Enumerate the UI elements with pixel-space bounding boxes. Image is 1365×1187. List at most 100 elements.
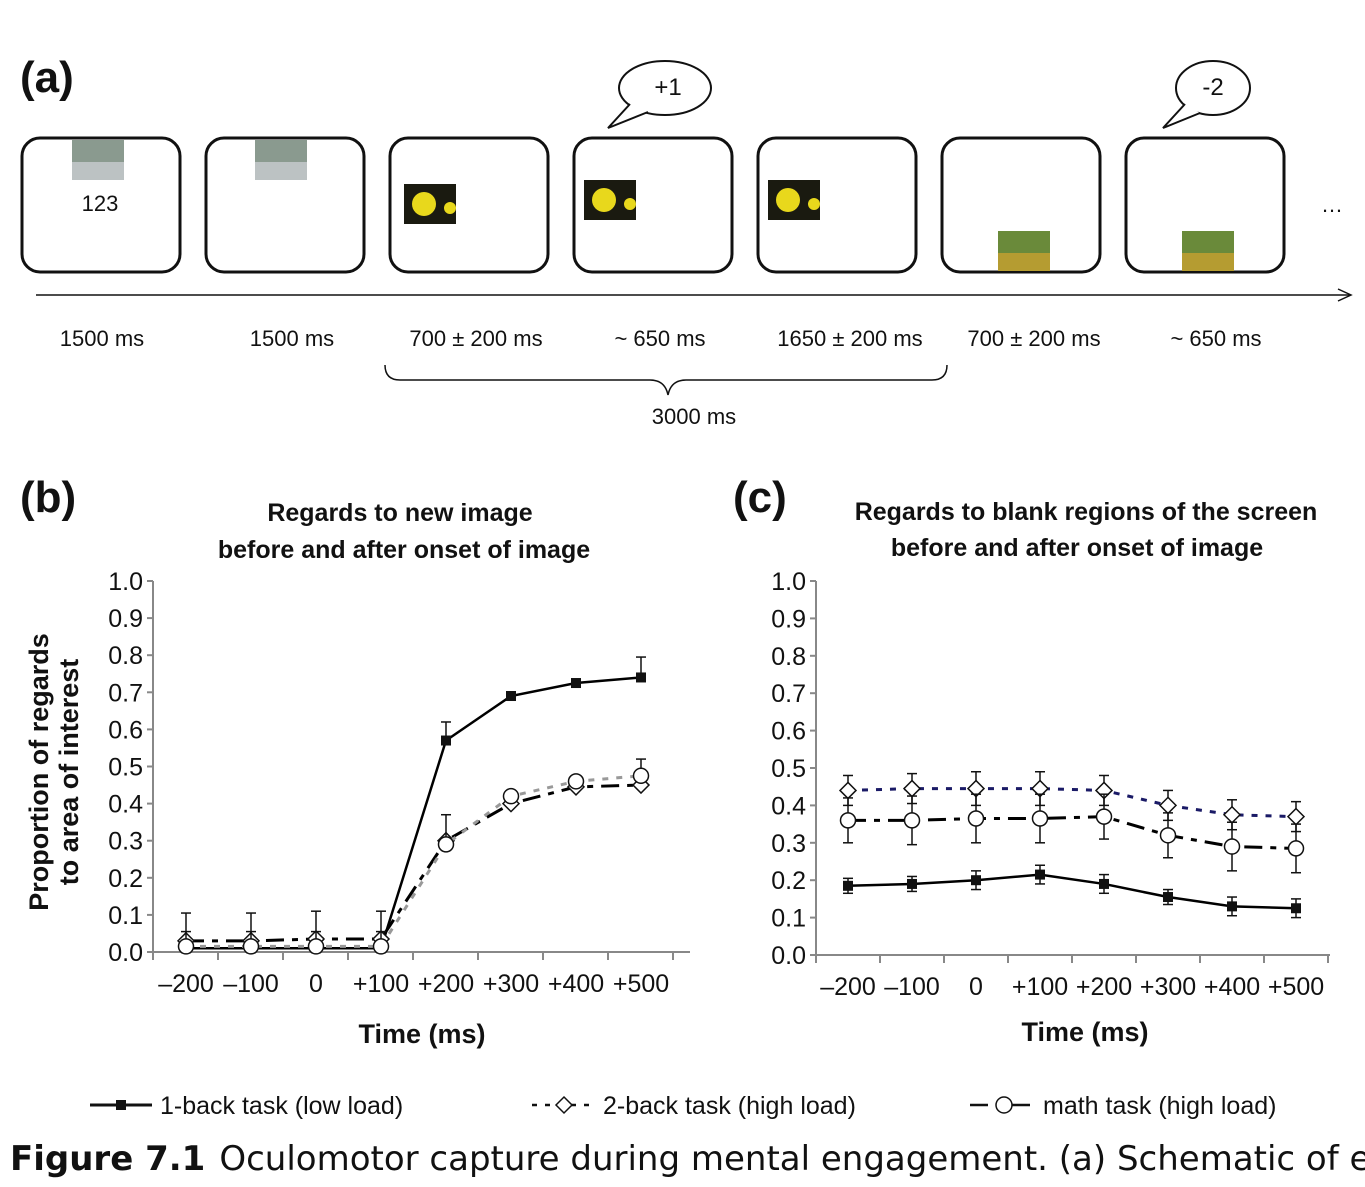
caption-label: Figure 7.1 — [10, 1139, 205, 1179]
screen-frame — [572, 136, 734, 274]
caption: Figure 7.1 Oculomotor capture during ment… — [10, 1139, 1365, 1179]
x-tick-label: 0 — [309, 970, 323, 998]
y-tick-label: 0.6 — [108, 716, 143, 744]
duration-label: 700 ± 200 ms — [409, 326, 542, 351]
data-point — [1158, 796, 1178, 815]
legend-label: math task (high load) — [1043, 1092, 1276, 1120]
data-point — [1095, 808, 1113, 825]
legend-item-1back: 1-back task (low load) — [90, 1092, 403, 1120]
x-tick-label: +200 — [418, 970, 474, 998]
chart-b-title-line2: before and after onset of image — [218, 536, 590, 564]
durations: 1500 ms 1500 ms 700 ± 200 ms ~ 650 ms 1650 ±… — [60, 326, 1262, 351]
legend-label: 1-back task (low load) — [160, 1092, 403, 1120]
chart-b-ylabel: Proportion of regards to area of interes… — [24, 633, 84, 911]
y-tick-label: 0.2 — [108, 865, 143, 893]
legend-label: 2-back task (high load) — [603, 1092, 856, 1120]
screen-frame — [204, 136, 366, 274]
data-point — [242, 938, 260, 955]
data-point — [1222, 805, 1242, 824]
data-point — [839, 812, 857, 829]
x-tick-label: +300 — [1140, 973, 1196, 1001]
x-tick-label: +100 — [353, 970, 409, 998]
bubble-text: -2 — [1202, 74, 1223, 101]
x-tick-label: +100 — [1012, 973, 1068, 1001]
y-tick-label: 1.0 — [771, 568, 806, 596]
caption-text: Oculomotor capture during mental engagem… — [219, 1139, 1365, 1179]
x-tick-label: +500 — [1268, 973, 1324, 1001]
panel-a-label: (a) — [20, 53, 74, 102]
y-tick-label: 0.0 — [771, 942, 806, 970]
diamond-marker-icon — [554, 1095, 574, 1115]
flower-image — [768, 180, 820, 220]
data-point — [502, 787, 520, 805]
series-line — [847, 787, 1297, 819]
x-tick-label: –100 — [223, 970, 279, 998]
chart-b: 0.0 0.1 0.2 0.3 0.4 0.5 0.6 0.7 0.8 0.9 1.0 –200 –10… — [108, 568, 690, 998]
data-point — [441, 735, 451, 746]
series-line — [186, 676, 642, 950]
series-line — [848, 815, 1297, 850]
x-tick-label: +500 — [613, 970, 669, 998]
y-tick-label: 0.5 — [771, 755, 806, 783]
screen-sequence: 123 — [20, 136, 1286, 274]
chart-c-title-line2: before and after onset of image — [891, 534, 1263, 562]
data-point — [838, 781, 858, 800]
data-point — [1035, 869, 1045, 880]
y-tick-label: 1.0 — [108, 568, 143, 596]
y-tick-label: 0.5 — [108, 754, 143, 782]
data-point — [636, 672, 646, 683]
bubble-text: +1 — [654, 74, 681, 101]
x-tick-label: –200 — [820, 973, 876, 1001]
legend-item-math: math task (high load) — [970, 1092, 1276, 1120]
x-tick-label: –100 — [884, 973, 940, 1001]
circle-marker-icon — [995, 1096, 1013, 1114]
x-tick-label: +400 — [548, 970, 604, 998]
data-point — [1286, 807, 1306, 826]
series-square — [843, 864, 1301, 919]
speech-bubble: -2 — [1162, 60, 1251, 129]
data-point — [567, 773, 585, 790]
screen-frame: 123 — [20, 136, 182, 274]
x-tick-label: +200 — [1076, 973, 1132, 1001]
chart-b-xlabel: Time (ms) — [358, 1019, 485, 1049]
duration-label: 1500 ms — [250, 326, 334, 351]
flower-image — [584, 180, 636, 220]
y-tick-label: 0.8 — [108, 642, 143, 670]
data-point — [967, 810, 985, 827]
chart-c-title-line1: Regards to blank regions of the screen — [855, 498, 1318, 526]
data-point — [1287, 840, 1305, 857]
data-point — [1291, 903, 1301, 914]
data-point — [372, 938, 390, 955]
data-point — [571, 678, 581, 689]
y-tick-label: 0.3 — [108, 828, 143, 856]
duration-label: 1650 ± 200 ms — [777, 326, 922, 351]
x-tick-label: +300 — [483, 970, 539, 998]
duration-label: ~ 650 ms — [614, 326, 705, 351]
ylabel-line2: to area of interest — [54, 659, 84, 886]
data-point — [177, 938, 195, 955]
ylabel-line1: Proportion of regards — [24, 633, 54, 911]
series-line — [186, 783, 642, 943]
legend-item-2back: 2-back task (high load) — [532, 1092, 856, 1120]
y-tick-label: 0.7 — [108, 679, 143, 707]
y-tick-label: 0.8 — [771, 643, 806, 671]
series-circle — [177, 758, 650, 955]
series-square — [181, 656, 646, 954]
garden-image — [998, 231, 1050, 271]
screen-frame — [940, 136, 1102, 274]
y-tick-label: 0.9 — [108, 605, 143, 633]
brace — [384, 364, 948, 396]
data-point — [1031, 810, 1049, 827]
data-point — [1163, 892, 1173, 903]
timeline-arrow — [36, 288, 1353, 302]
screen-text: 123 — [82, 191, 119, 216]
data-point — [307, 938, 325, 955]
data-point — [632, 767, 650, 785]
y-tick-label: 0.9 — [771, 605, 806, 633]
duration-label: 700 ± 200 ms — [967, 326, 1100, 351]
chart-b-title-line1: Regards to new image — [267, 499, 532, 527]
flower-image — [404, 184, 456, 224]
panel-b-label: (b) — [20, 473, 76, 522]
y-tick-label: 0.2 — [771, 867, 806, 895]
